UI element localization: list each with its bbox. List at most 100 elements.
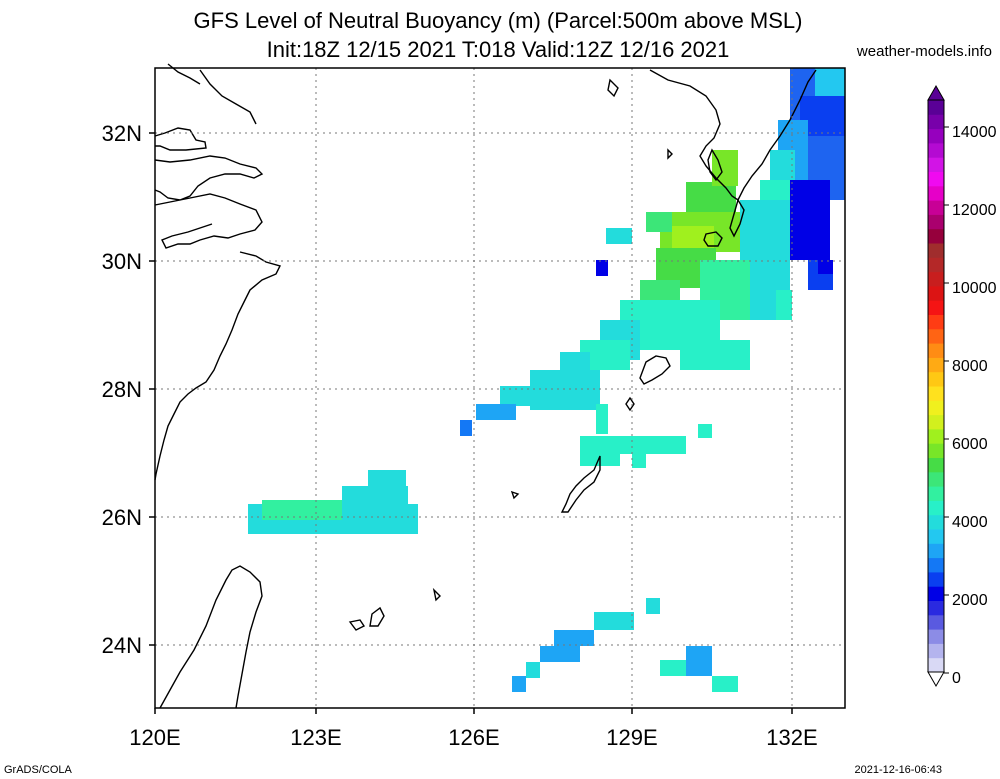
- colorbar-label-8000: 8000: [952, 358, 988, 375]
- field-cell: [262, 500, 342, 520]
- field-cell: [596, 404, 608, 434]
- field-cell: [526, 662, 540, 678]
- lon-label-123e: 123E: [290, 725, 341, 750]
- colorbar-segment: [928, 543, 944, 559]
- colorbar-segment: [928, 414, 944, 430]
- field-cell: [686, 646, 712, 676]
- colorbar-segment: [928, 142, 944, 158]
- kyushu-bay: [707, 148, 723, 182]
- colorbar-segment: [928, 443, 944, 458]
- field-cell: [818, 260, 833, 274]
- colorbar-segment: [928, 285, 944, 301]
- field-cell: [594, 612, 634, 630]
- ishigaki-island: [369, 606, 385, 627]
- colorbar-segment: [928, 386, 944, 401]
- lon-label-120e: 120E: [129, 725, 180, 750]
- colorbar-segment: [928, 300, 944, 315]
- lon-label-126e: 126E: [448, 725, 499, 750]
- lat-label-26n: 26N: [102, 505, 142, 530]
- colorbar-segment: [928, 200, 944, 215]
- colorbar-segment: [928, 500, 944, 516]
- field-cell: [646, 598, 660, 614]
- amami-oshima: [639, 355, 671, 385]
- field-cell: [500, 386, 560, 406]
- chart-subtitle: Init:18Z 12/15 2021 T:018 Valid:12Z 12/1…: [266, 37, 730, 62]
- colorbar-segment: [928, 571, 944, 587]
- lat-label-32n: 32N: [102, 121, 142, 146]
- colorbar-label-14000: 14000: [952, 124, 997, 141]
- map-frame: [154, 67, 846, 709]
- field-cell: [646, 212, 672, 232]
- field-cell: [596, 260, 608, 276]
- colorbar-segment: [928, 629, 944, 644]
- colorbar-segment: [928, 314, 944, 330]
- colorbar-label-12000: 12000: [952, 202, 997, 219]
- goto-islands: [607, 78, 619, 98]
- colorbar-segment: [928, 185, 944, 201]
- field-cell: [776, 290, 792, 320]
- colorbar-segment: [928, 557, 944, 573]
- field-cell: [790, 180, 830, 260]
- colorbar-segment: [928, 486, 944, 501]
- footer-timestamp: 2021-12-16-06:43: [854, 764, 942, 776]
- field-cell: [606, 436, 686, 454]
- field-cell: [460, 420, 472, 436]
- field-cell: [512, 676, 526, 692]
- colorbar-label-2000: 2000: [952, 592, 988, 609]
- field-cell: [815, 68, 845, 98]
- colorbar-bottom-arrow: [927, 671, 945, 688]
- field-cell: [368, 470, 406, 486]
- tokunoshima: [625, 396, 635, 412]
- colorbar-segment: [928, 100, 944, 115]
- coastlines: [154, 63, 817, 709]
- colorbar-segment: [928, 614, 944, 630]
- colorbar-label-10000: 10000: [952, 280, 997, 297]
- colorbar-segment: [928, 600, 944, 616]
- colorbar-segment: [928, 214, 944, 230]
- lat-label-28n: 28N: [102, 377, 142, 402]
- colorbar-segment: [928, 114, 944, 130]
- colorbar-label-4000: 4000: [952, 514, 988, 531]
- colorbar-segment: [928, 471, 944, 487]
- colorbar-segment: [928, 257, 944, 273]
- buoyancy-field: [248, 68, 845, 692]
- colorbar-segment: [928, 514, 944, 530]
- field-cell: [606, 228, 632, 244]
- okinawa: [560, 455, 601, 513]
- colorbar-segment: [928, 228, 944, 244]
- field-cell: [342, 486, 408, 506]
- colorbar-label-6000: 6000: [952, 436, 988, 453]
- colorbar-segment: [928, 643, 944, 659]
- koshiki-island: [667, 148, 673, 160]
- colorbar-segment: [928, 457, 944, 473]
- colorbar-segment: [928, 171, 944, 187]
- chart-title: GFS Level of Neutral Buoyancy (m) (Parce…: [193, 8, 803, 33]
- field-cell: [686, 182, 736, 212]
- field-cell: [632, 452, 646, 468]
- lat-label-30n: 30N: [102, 249, 142, 274]
- field-cell: [712, 676, 738, 692]
- kume-island: [510, 490, 520, 500]
- colorbar-segment: [928, 400, 944, 416]
- field-cell: [680, 340, 750, 370]
- colorbar-segment: [928, 357, 944, 373]
- miyako-island: [432, 587, 441, 602]
- gridlines: [155, 68, 845, 708]
- china-coast: [154, 63, 282, 481]
- kyushu-coast: [649, 69, 817, 202]
- colorbar-segment: [928, 657, 944, 673]
- lon-label-129e: 129E: [606, 725, 657, 750]
- footer-credit: GrADS/COLA: [4, 764, 72, 776]
- colorbar-segment: [928, 371, 944, 387]
- field-cell: [698, 424, 712, 438]
- iriomote-island: [348, 619, 366, 631]
- colorbar-segment: [928, 428, 944, 444]
- colorbar-segment: [928, 128, 944, 144]
- colorbar-segment: [928, 243, 944, 258]
- colorbar: [927, 84, 949, 688]
- lat-label-24n: 24N: [102, 633, 142, 658]
- colorbar-segment: [928, 328, 944, 344]
- colorbar-top-arrow: [927, 84, 945, 101]
- colorbar-label-0: 0: [952, 670, 961, 687]
